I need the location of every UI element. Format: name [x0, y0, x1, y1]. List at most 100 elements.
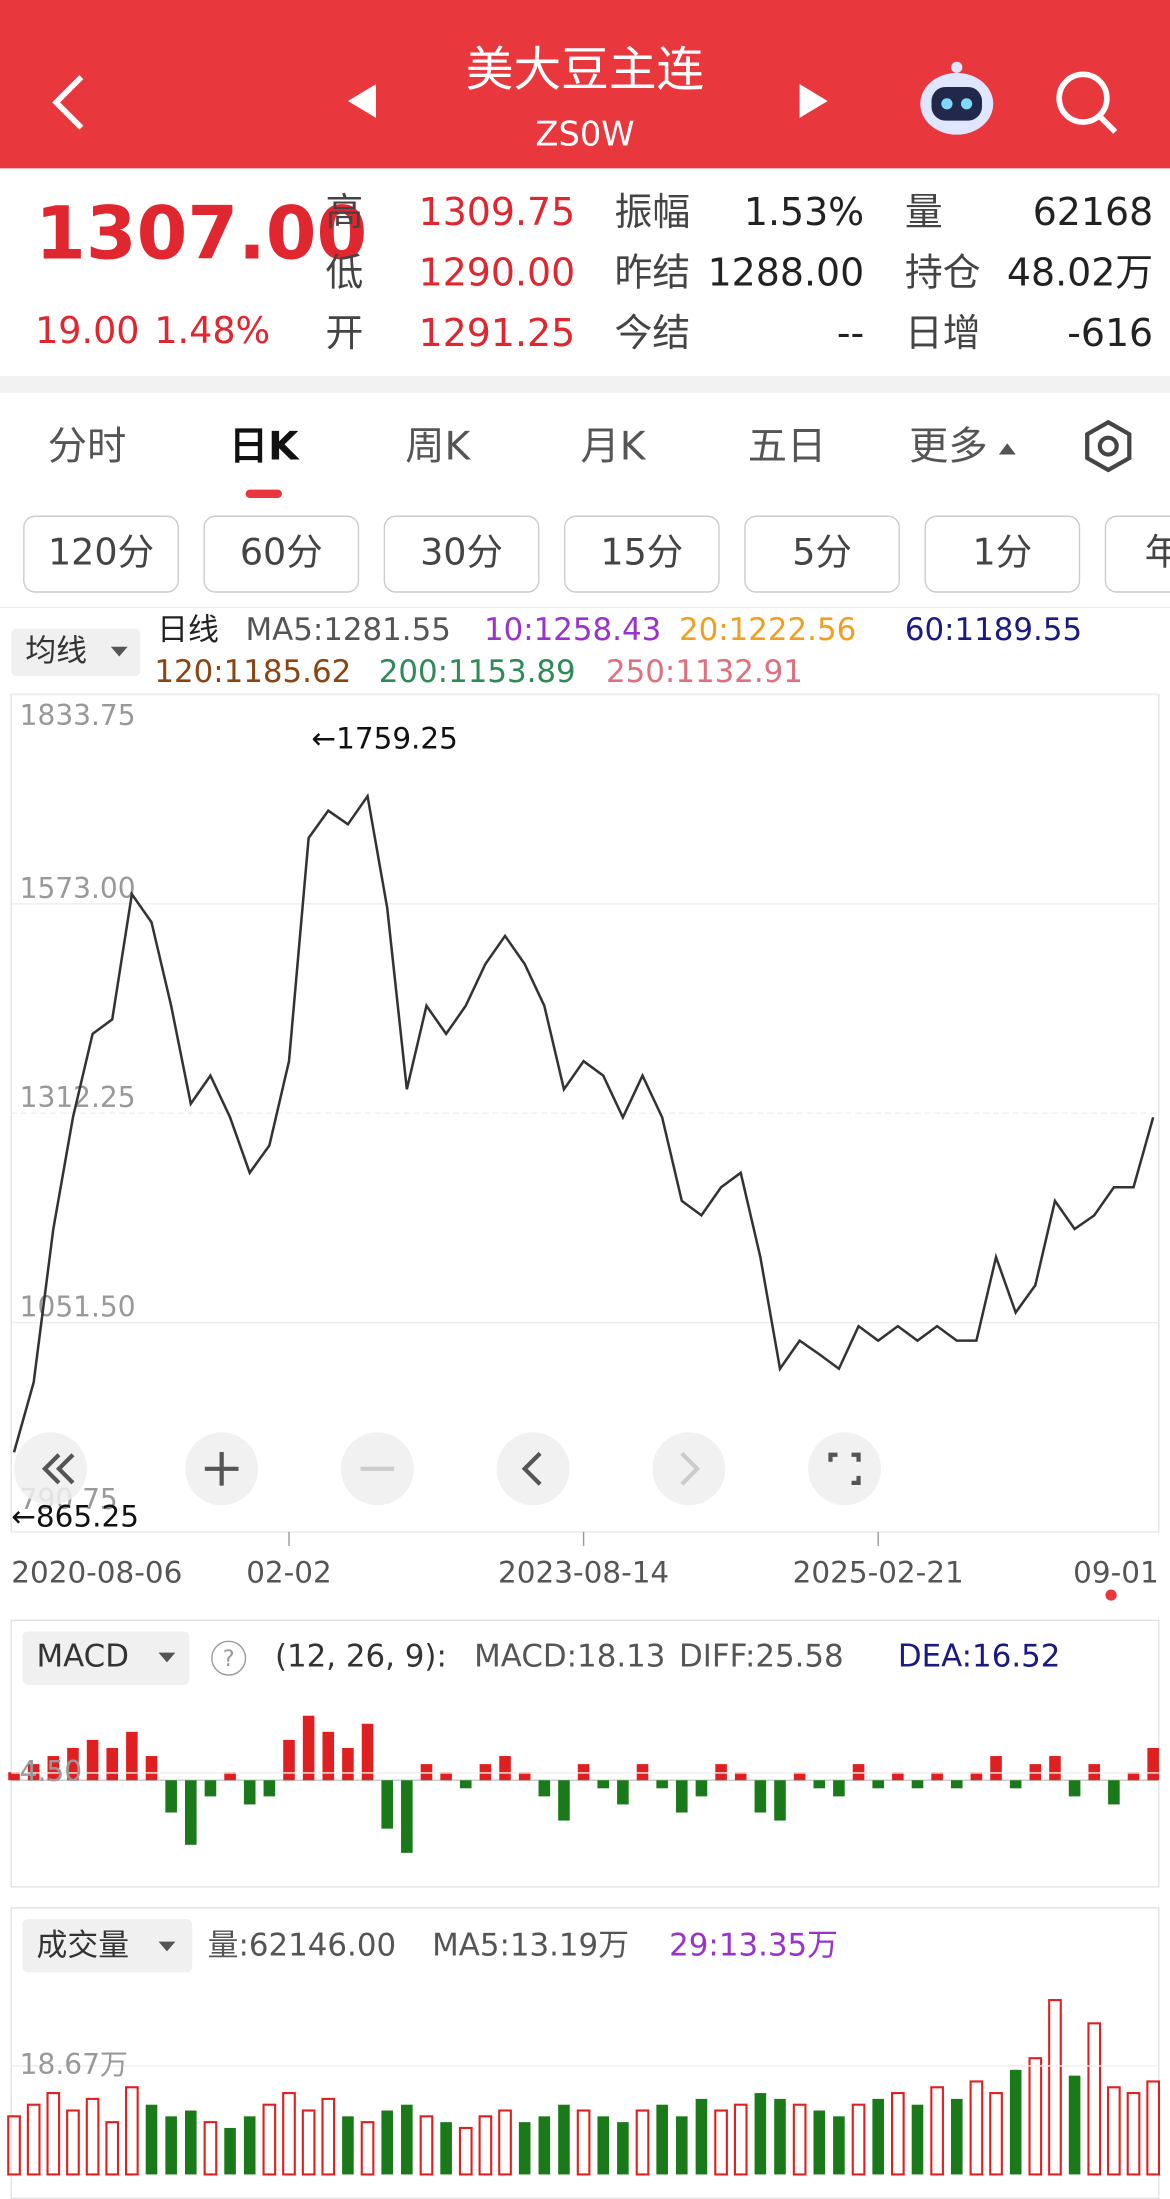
search-button[interactable] [1056, 71, 1118, 134]
bar [342, 2116, 354, 2175]
ma-selector[interactable] [11, 628, 141, 677]
bar [733, 2103, 748, 2176]
interval-button[interactable] [383, 515, 540, 593]
x-tick-label: 09-01 [1073, 1556, 1159, 1590]
interval-label: 1分 [973, 531, 1033, 574]
zoom-icon [828, 1452, 861, 1485]
interval-label: 年 [1145, 531, 1170, 574]
bar [263, 1780, 276, 1797]
bar [1127, 1772, 1140, 1781]
bar [656, 2104, 668, 2175]
bar [558, 1780, 570, 1821]
bar [774, 2098, 786, 2175]
help-icon: ? [223, 1646, 235, 1672]
dropdown-arrow [158, 1941, 176, 1952]
y-tick-label: 1051.50 [20, 1291, 136, 1324]
tab[interactable]: 五日 [748, 424, 827, 469]
interval-button[interactable] [563, 515, 720, 593]
bar [950, 2098, 963, 2175]
bar [499, 1756, 511, 1781]
bar [361, 1723, 374, 1781]
bar [813, 1780, 826, 1789]
bar [518, 1772, 531, 1781]
bar [813, 2110, 826, 2175]
bar [479, 1764, 492, 1781]
interval-button[interactable] [744, 515, 900, 593]
dropdown-arrow [158, 1652, 176, 1663]
bar [145, 2104, 158, 2175]
ma-legend-item: MA5:1281.55 [246, 612, 451, 648]
bar [185, 2110, 197, 2175]
bar [203, 2121, 218, 2176]
bar [498, 2109, 512, 2176]
bar [676, 2116, 688, 2175]
macd-selector-label: MACD [36, 1639, 129, 1675]
bar [911, 1780, 924, 1789]
legend-item: MA5:13.19万 [432, 1928, 629, 1964]
separator [0, 375, 1170, 393]
zoom-button[interactable] [808, 1432, 882, 1506]
bar [597, 2116, 610, 2175]
tab[interactable]: 月K [581, 424, 647, 469]
bar [1068, 2075, 1081, 2175]
min-annotation: ←865.25 [11, 1499, 139, 1533]
bar [793, 1772, 806, 1781]
interval-button[interactable] [23, 515, 179, 593]
tab[interactable]: 日K [229, 424, 300, 469]
stat-label: 开 [325, 311, 363, 355]
stat-value: 1288.00 [708, 250, 865, 294]
bar [911, 2104, 924, 2175]
zoom-icon [521, 1451, 542, 1486]
macd-selector[interactable] [22, 1631, 190, 1685]
bar [636, 1764, 649, 1781]
volume-selector[interactable] [22, 1919, 193, 1973]
interval-button[interactable] [924, 515, 1081, 593]
stat-label: 高 [325, 190, 363, 234]
zoom-button[interactable] [14, 1432, 87, 1506]
zoom-icon [41, 1453, 75, 1485]
back-button[interactable] [52, 75, 84, 130]
legend-item: 量:62146.00 [208, 1928, 397, 1964]
bar [66, 2109, 80, 2176]
bar [165, 1780, 177, 1813]
bar [695, 2098, 708, 2175]
y-tick-label: 18.67万 [20, 2048, 128, 2081]
tab[interactable]: 分时 [48, 424, 127, 469]
title: 美大豆主连 [466, 43, 704, 98]
tab[interactable]: 更多 [909, 424, 988, 469]
bar [1147, 1747, 1159, 1781]
interval-label: 120分 [48, 531, 154, 574]
tab[interactable]: 周K [405, 424, 471, 469]
bar [301, 2109, 316, 2176]
zoom-button[interactable] [496, 1432, 570, 1506]
bar [126, 1731, 138, 1781]
settings-button[interactable] [1085, 419, 1132, 473]
prev-button[interactable] [347, 84, 376, 118]
bar [1009, 1780, 1022, 1789]
stat-value: 1309.75 [419, 190, 576, 234]
bar [419, 2115, 434, 2176]
stat-label: 今结 [614, 311, 690, 355]
bar [931, 1772, 943, 1781]
bar [342, 1747, 354, 1781]
zoom-button[interactable] [652, 1432, 726, 1506]
bar [46, 2092, 61, 2176]
bar [1087, 2022, 1102, 2176]
stat-label: 量 [905, 190, 943, 234]
interval-button[interactable] [203, 515, 360, 593]
bar [1048, 1999, 1062, 2176]
bar [1068, 1780, 1081, 1797]
bar [617, 2122, 629, 2175]
tab-underline [245, 489, 282, 499]
interval-button[interactable] [1104, 515, 1170, 593]
next-button[interactable] [799, 84, 828, 118]
bar [1029, 1764, 1042, 1781]
bar [617, 1780, 629, 1805]
interval-label: 5分 [792, 531, 852, 574]
bar [243, 1780, 256, 1805]
robot-button[interactable] [920, 61, 994, 135]
help-button[interactable] [211, 1640, 247, 1676]
bar [577, 1764, 590, 1781]
bar [381, 2110, 393, 2175]
period-label: 日线 [157, 612, 219, 648]
